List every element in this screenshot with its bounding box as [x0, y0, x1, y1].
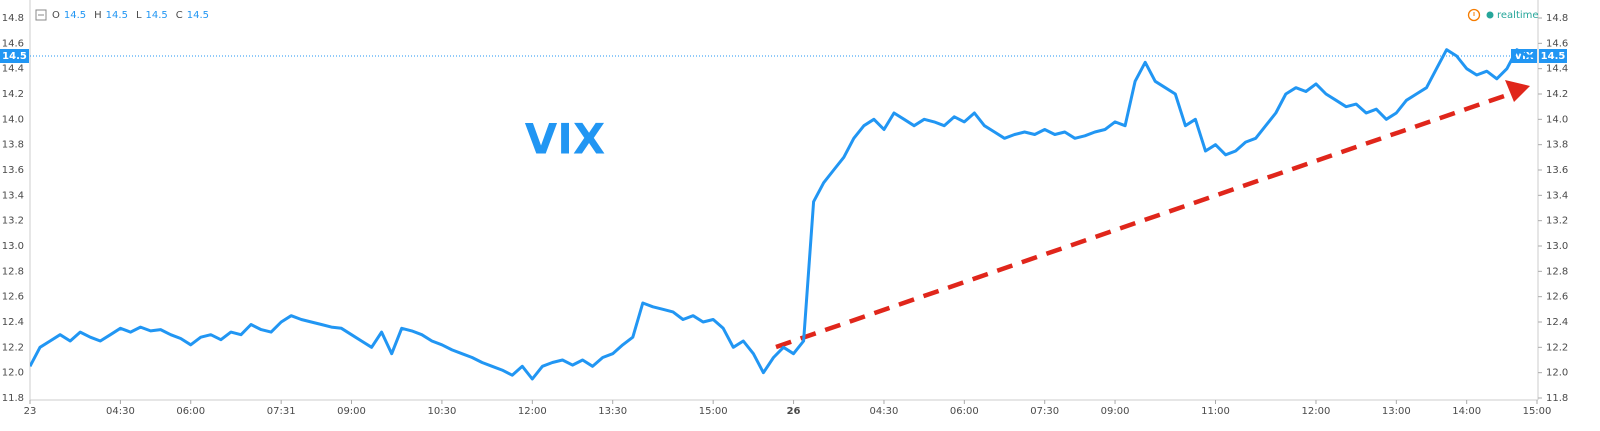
y-tick-label: 13.2	[2, 216, 24, 227]
y-tick-label: 14.6	[2, 38, 24, 49]
y-tick-label: 13.4	[2, 190, 24, 201]
y-tick-label-right: 14.8	[1546, 13, 1568, 24]
ohlc-value: 14.5	[187, 10, 209, 21]
y-tick-label-right: 13.4	[1546, 190, 1568, 201]
y-tick-label-right: 12.8	[1546, 266, 1568, 277]
legend-entry: VIX	[1514, 51, 1533, 62]
y-tick-label: 12.2	[2, 342, 24, 353]
arrow-head	[1505, 80, 1530, 102]
x-tick-label: 06:00	[950, 406, 979, 417]
collapse-icon[interactable]	[35, 9, 47, 21]
x-tick-label: 15:00	[699, 406, 728, 417]
ohlc-label: C	[176, 10, 183, 21]
y-tick-label-right: 14.0	[1546, 114, 1568, 125]
ohlc-value: 14.5	[106, 10, 128, 21]
y-tick-label-right: 13.0	[1546, 241, 1568, 252]
x-tick-label: 15:00	[1523, 406, 1552, 417]
ohlc-value: 14.5	[64, 10, 86, 21]
series-tag	[1511, 49, 1537, 63]
warning-icon[interactable]	[1467, 8, 1481, 22]
x-tick-label: 23	[24, 406, 37, 417]
x-tick-label: 07:30	[1030, 406, 1059, 417]
y-tick-label: 12.8	[2, 266, 24, 277]
last-value-box-left	[0, 49, 29, 63]
y-tick-label: 12.6	[2, 292, 24, 303]
last-value-box-right	[1539, 49, 1567, 63]
y-tick-label: 14.2	[2, 89, 24, 100]
ohlc-value: 14.5	[146, 10, 168, 21]
y-tick-label-right: 13.6	[1546, 165, 1568, 176]
x-tick-label: 12:00	[1302, 406, 1331, 417]
ohlc-label: O	[52, 10, 60, 21]
last-value-right: 14.5	[1541, 51, 1566, 62]
ohlc-label: L	[136, 10, 142, 21]
y-tick-label: 14.4	[2, 64, 24, 75]
x-tick-label: 04:30	[106, 406, 135, 417]
ohlc-label: H	[94, 10, 102, 21]
last-value-left: 14.5	[2, 51, 27, 62]
y-tick-label: 12.4	[2, 317, 24, 328]
x-tick-label: 14:00	[1452, 406, 1481, 417]
chart-title: VIX	[525, 115, 606, 164]
x-tick-label: 09:00	[1101, 406, 1130, 417]
y-tick-label-right: 12.4	[1546, 317, 1568, 328]
y-tick-label-right: 13.8	[1546, 140, 1568, 151]
y-tick-label-right: 14.2	[1546, 89, 1568, 100]
x-tick-label: 07:31	[267, 406, 296, 417]
y-tick-label: 11.8	[2, 393, 24, 404]
status: realtime	[1497, 10, 1539, 21]
x-tick-label: 13:00	[1382, 406, 1411, 417]
y-tick-label-right: 11.8	[1546, 393, 1568, 404]
series-line	[30, 48, 1537, 381]
trend-arrow	[775, 80, 1530, 350]
y-tick-label-right: 13.2	[1546, 216, 1568, 227]
y-tick-label-right: 12.2	[1546, 342, 1568, 353]
x-tick-label: 09:00	[337, 406, 366, 417]
y-tick-label-right: 14.6	[1546, 38, 1568, 49]
x-tick-label: 26	[787, 406, 801, 417]
y-tick-label-right: 12.6	[1546, 292, 1568, 303]
x-tick-label: 12:00	[518, 406, 547, 417]
x-tick-label: 10:30	[427, 406, 456, 417]
y-tick-label: 13.8	[2, 140, 24, 151]
status-dot	[1486, 11, 1494, 19]
y-tick-label-right: 14.4	[1546, 64, 1568, 75]
y-tick-label: 13.0	[2, 241, 24, 252]
trend-line	[775, 91, 1511, 350]
y-tick-label-right: 12.0	[1546, 368, 1568, 379]
y-tick-label: 14.8	[2, 13, 24, 24]
x-tick-label: 04:30	[870, 406, 899, 417]
x-tick-label: 13:30	[598, 406, 627, 417]
y-tick-label: 12.0	[2, 368, 24, 379]
y-tick-label: 13.6	[2, 165, 24, 176]
y-tick-label: 14.0	[2, 114, 24, 125]
x-tick-label: 11:00	[1201, 406, 1230, 417]
x-tick-label: 06:00	[176, 406, 205, 417]
